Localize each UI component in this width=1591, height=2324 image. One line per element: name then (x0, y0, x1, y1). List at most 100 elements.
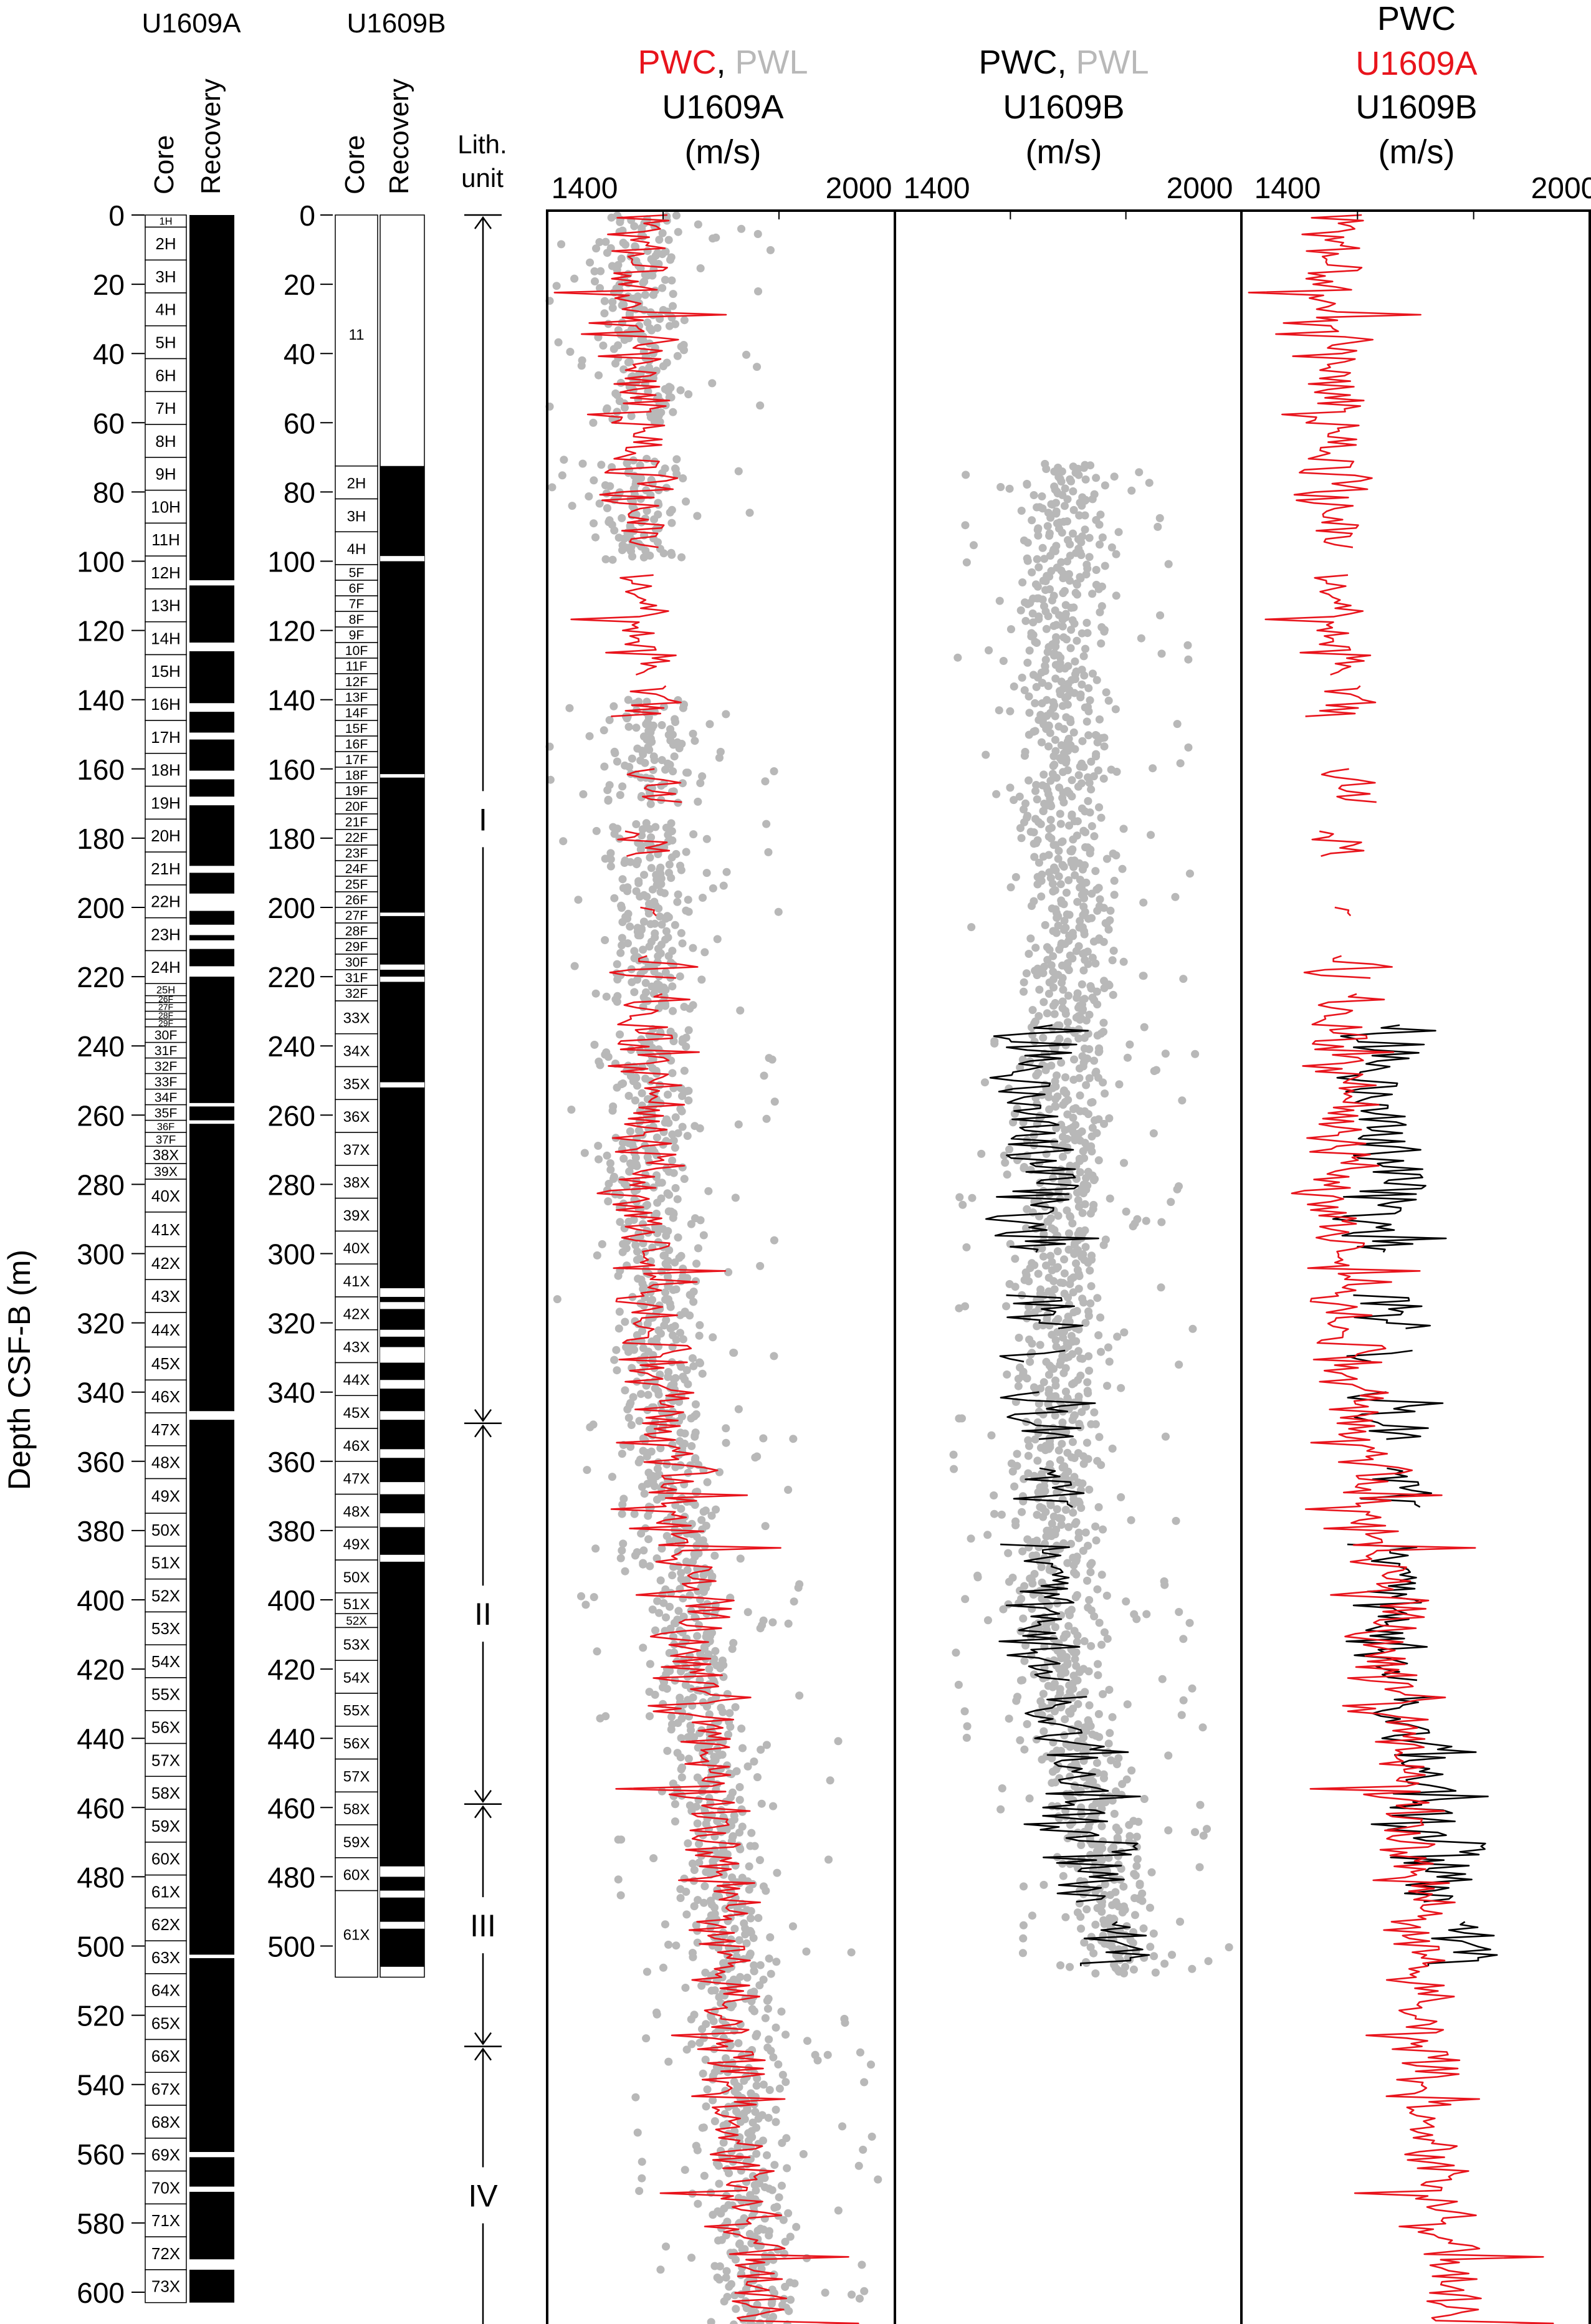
core-label-a: 25H (156, 984, 175, 996)
recovery-gap-b (380, 1082, 424, 1088)
depth-tick-label-a: 300 (77, 1238, 125, 1271)
core-label-a: 50X (151, 1521, 180, 1539)
core-label-b: 33X (343, 1010, 370, 1027)
recovery-gap-a (189, 770, 234, 780)
core-label-a: 68X (151, 2113, 180, 2131)
recovery-gap-a (189, 940, 234, 949)
recovery-gap-a (189, 1120, 234, 1124)
core-box-b (335, 1296, 378, 1331)
lith-unit-arrowhead (474, 216, 492, 229)
pwc-u1609a-trace (640, 906, 657, 917)
core-box-a (145, 1163, 187, 1180)
recovery-gap-b (380, 1380, 424, 1389)
hole-b-recovery-column (380, 214, 425, 1978)
core-box-a (145, 1809, 187, 1843)
recovery-gap-b (380, 1347, 424, 1363)
panel-pwc-pwl-u1609a (545, 209, 896, 2324)
core-box-a (145, 1478, 187, 1514)
core-box-a (145, 1677, 187, 1711)
pwc-u1609a-overlay-trace (1311, 830, 1365, 858)
depth-tick-label-b: 220 (267, 961, 315, 993)
core-label-b: 24F (345, 861, 368, 876)
depth-tick-label-b: 360 (267, 1446, 315, 1478)
core-label-b: 47X (343, 1471, 370, 1488)
core-label-b: 12F (345, 674, 368, 689)
lith-header-line1: Lith. (457, 130, 507, 159)
core-label-a: 65X (151, 2014, 180, 2032)
core-label-a: 62X (151, 1915, 180, 1934)
core-label-b: 14F (345, 705, 368, 720)
recovery-gap-b (380, 1411, 424, 1420)
lith-unit-arrowhead (474, 1790, 492, 1803)
core-label-b: 19F (345, 783, 368, 798)
core-label-b: 27F (345, 908, 368, 923)
panel1-sep: , (716, 44, 725, 81)
pwl-scatter-points (949, 459, 1233, 1977)
panel3-frame (1240, 209, 1591, 2324)
depth-tick-label-b: 380 (267, 1515, 315, 1547)
pwc-u1609a-line (553, 214, 859, 2324)
core-box-b (335, 1627, 378, 1661)
core-label-a: 73X (151, 2277, 180, 2296)
recovery-gap-a (189, 1102, 234, 1107)
depth-tick-label-a: 0 (108, 199, 125, 232)
core-label-b: 48X (343, 1503, 370, 1520)
core-label-b: 26F (345, 892, 368, 907)
lith-unit-label: I (479, 802, 487, 837)
core-box-b (335, 876, 378, 892)
hole-a-recovery-label: Recovery (196, 79, 226, 194)
lith-unit-arrowhead (474, 1424, 492, 1438)
core-label-b: 34X (343, 1043, 370, 1060)
core-box-b (335, 1132, 378, 1166)
core-box-b (335, 798, 378, 815)
panel2-title-line1: PWC, PWL (978, 44, 1149, 81)
core-label-a: 13H (151, 596, 181, 615)
core-label-a: 38X (153, 1148, 179, 1164)
core-label-a: 3H (155, 267, 176, 286)
core-label-a: 23H (151, 925, 181, 944)
core-box-a (145, 1940, 187, 1974)
core-label-a: 15H (151, 662, 181, 681)
depth-tick-label-a: 500 (77, 1931, 125, 1963)
core-box-a (145, 2170, 187, 2205)
core-label-a: 43X (151, 1287, 180, 1306)
pwl-u1609b-points (949, 459, 1233, 1977)
core-label-a: 31F (155, 1043, 178, 1058)
hole-b-core-label: Core (340, 135, 370, 194)
depth-tick-label-a: 260 (77, 1099, 125, 1132)
core-label-b: 6F (349, 581, 365, 596)
depth-tick-label-b: 260 (267, 1099, 315, 1132)
core-label-b: 15F (345, 721, 368, 736)
depth-axis-hole-a: 0 20 40 60 80 100 120 140 160 180 200 220 240 260 280 3… (77, 199, 145, 2309)
core-box-b (335, 1890, 378, 1978)
core-label-a: 14H (151, 629, 181, 648)
pwc-u1609a-trace (611, 685, 682, 717)
core-label-b: 7F (349, 596, 365, 611)
core-label-b: 50X (343, 1569, 370, 1586)
recovery-gap-b (380, 1513, 424, 1528)
core-box-b (335, 1592, 378, 1614)
depth-tick-label-b: 0 (299, 199, 315, 232)
panel1-xtick-max: 2000 (826, 172, 892, 205)
core-label-b: 40X (343, 1240, 370, 1257)
core-label-a: 12H (151, 563, 181, 582)
core-box-b (335, 1660, 378, 1694)
pwc-u1609a-overlay-trace (1291, 993, 1554, 2324)
depth-tick-label-b: 40 (284, 338, 315, 370)
core-label-b: 9F (349, 628, 365, 643)
depth-tick-label-b: 280 (267, 1169, 315, 1201)
core-label-b: 21F (345, 815, 368, 830)
pwc-u1609b-overlay-trace (1332, 1024, 1447, 1253)
panel3-hole-a-label: U1609A (1355, 45, 1477, 82)
depth-tick-label-b: 120 (267, 615, 315, 648)
core-label-a: 18H (151, 761, 181, 780)
depth-tick-label-b: 160 (267, 753, 315, 786)
panel3-pwc-label: PWC (1377, 0, 1456, 37)
depth-tick-label-b: 60 (284, 407, 315, 439)
core-label-a: 5H (155, 333, 176, 352)
core-box-b (335, 1066, 378, 1101)
hole-a-core-label: Core (149, 135, 179, 194)
core-box-a (145, 1088, 187, 1106)
core-box-a (145, 391, 187, 425)
core-label-b: 38X (343, 1175, 370, 1192)
